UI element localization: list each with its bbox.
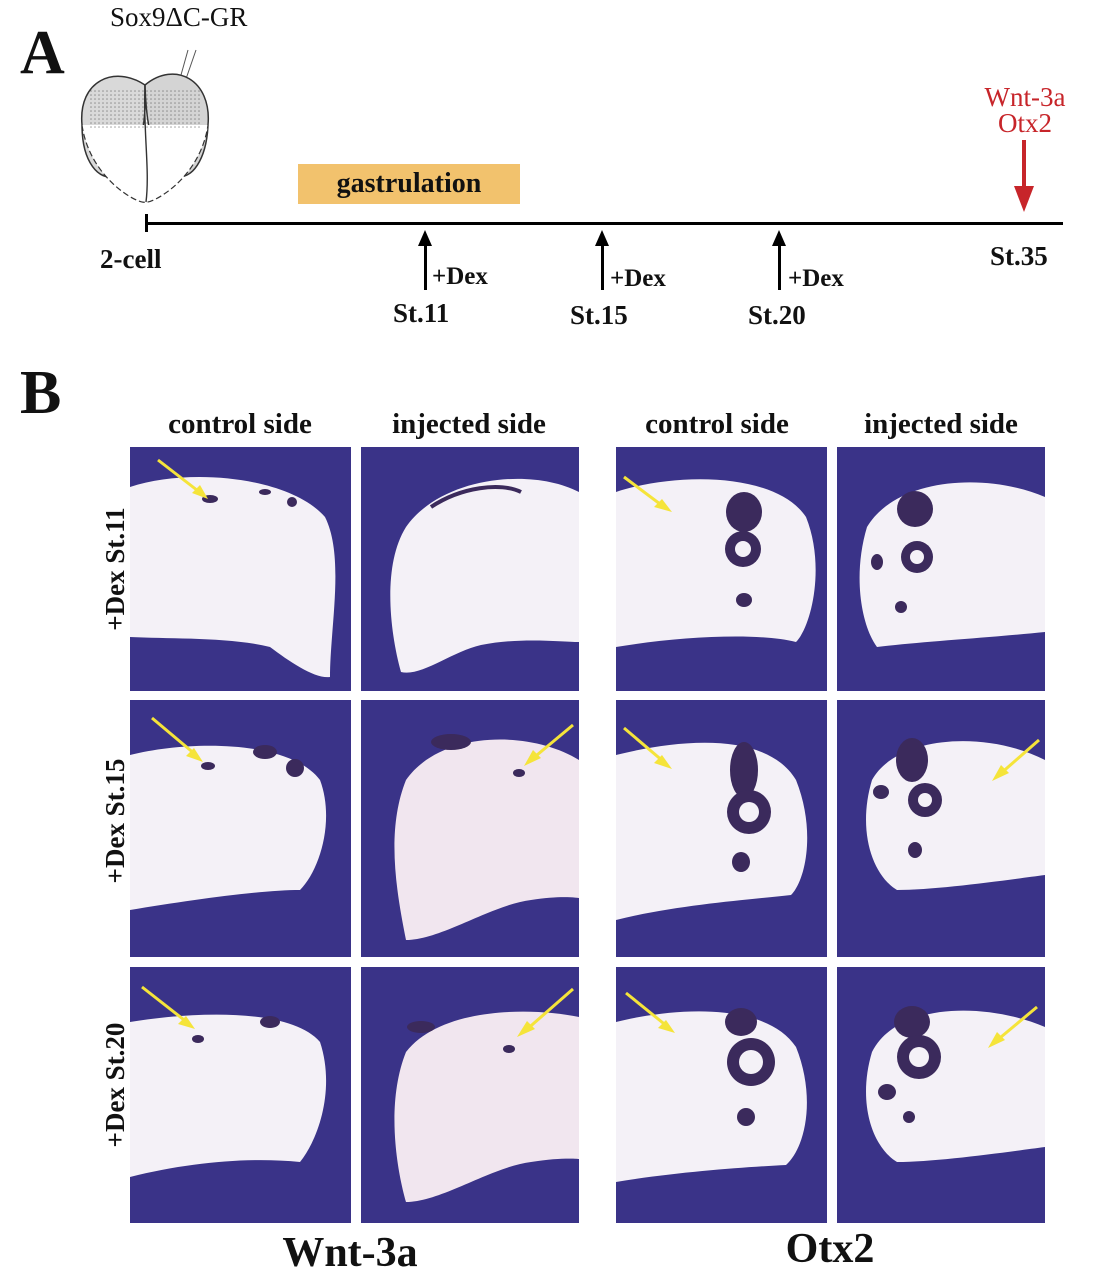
dex-arrow-st20 <box>772 230 786 290</box>
two-cell-embryo-drawing <box>81 49 209 203</box>
timeline-axis <box>145 222 1063 225</box>
dex-arrow-st15 <box>595 230 609 290</box>
photo-otx2-control-st20 <box>616 967 827 1223</box>
construct-label: Sox9ΔC-GR <box>110 2 248 32</box>
gene-label-wnt3a: Wnt-3a <box>282 1230 418 1276</box>
photo-otx2-injected-st11 <box>837 447 1045 691</box>
stage-label-st20: St.20 <box>748 300 806 330</box>
photo-wnt3a-injected-st20 <box>361 967 579 1223</box>
panel-a-label: A <box>20 19 65 87</box>
row-header-st11: +Dex St.11 <box>100 507 130 631</box>
photo-wnt3a-control-st15 <box>130 700 351 957</box>
photo-wnt3a-control-st20 <box>130 967 351 1223</box>
photo-otx2-injected-st15 <box>837 700 1045 957</box>
photo-otx2-control-st11 <box>616 447 827 691</box>
dex-label-st11: +Dex <box>432 263 488 290</box>
gastrulation-label: gastrulation <box>336 168 482 199</box>
readout-gene-wnt3a: Wnt-3a <box>984 82 1066 112</box>
row-header-st20: +Dex St.20 <box>100 1022 130 1148</box>
stage-label-st15: St.15 <box>570 300 628 330</box>
photo-otx2-injected-st20 <box>837 967 1045 1223</box>
photo-wnt3a-injected-st15 <box>361 700 579 957</box>
gene-label-otx2: Otx2 <box>785 1226 875 1272</box>
dex-label-st15: +Dex <box>610 265 666 292</box>
end-stage-label: St.35 <box>990 241 1048 271</box>
stage-label-st11: St.11 <box>393 298 450 328</box>
row-header-st15: +Dex St.15 <box>100 758 130 884</box>
dex-arrow-st11 <box>418 230 432 290</box>
photo-otx2-control-st15 <box>616 700 827 957</box>
readout-gene-otx2: Otx2 <box>998 108 1052 138</box>
timeline-start-tick <box>145 214 148 232</box>
dex-label-st20: +Dex <box>788 265 844 292</box>
gastrulation-box: gastrulation <box>298 164 520 204</box>
panel-b-label: B <box>20 359 62 427</box>
column-header-wnt3a-control: control side <box>168 408 312 440</box>
readout-arrow-icon <box>1014 140 1034 212</box>
photo-wnt3a-injected-st11 <box>361 447 579 691</box>
readout-genes: Wnt-3a Otx2 <box>965 82 1085 138</box>
column-header-otx2-injected: injected side <box>864 408 1018 440</box>
column-header-wnt3a-injected: injected side <box>392 408 546 440</box>
photo-wnt3a-control-st11 <box>130 447 351 691</box>
start-stage-label: 2-cell <box>100 244 162 274</box>
column-header-otx2-control: control side <box>645 408 789 440</box>
